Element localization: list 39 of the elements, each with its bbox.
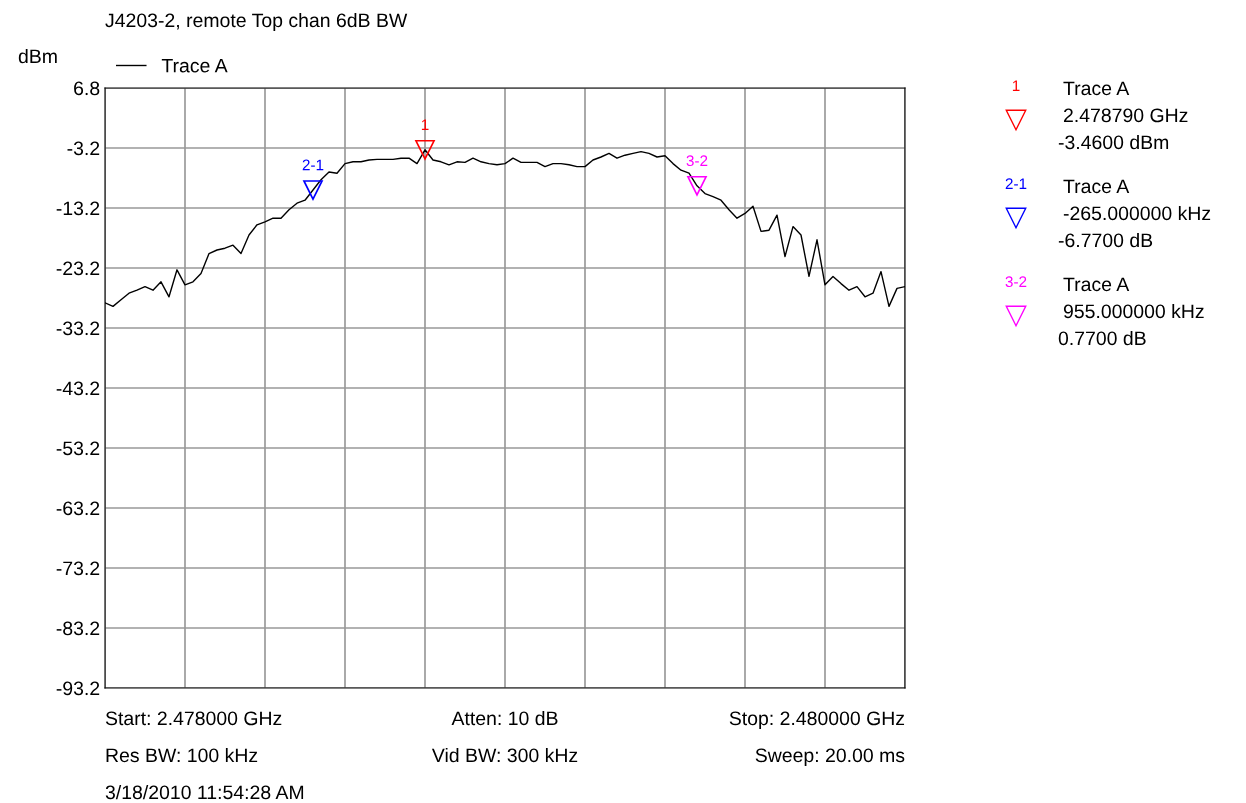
text: 0.7700 dB bbox=[1058, 330, 1146, 346]
y-tick-label: -43.2 bbox=[56, 381, 100, 396]
y-tick-label: -23.2 bbox=[56, 261, 100, 276]
text: Stop: 2.480000 GHz bbox=[729, 711, 905, 730]
text: 3-2 bbox=[1005, 276, 1027, 288]
text: 2.478790 GHz bbox=[1063, 108, 1188, 123]
text: Sweep: 20.00 ms bbox=[755, 748, 905, 767]
text: Res BW: 100 kHz bbox=[106, 747, 258, 763]
legend-label: Trace A bbox=[161, 58, 228, 73]
text: 1 bbox=[1012, 80, 1020, 91]
y-tick-label: -3.2 bbox=[67, 141, 100, 156]
y-tick-label: -13.2 bbox=[56, 201, 100, 216]
y-tick-label: -83.2 bbox=[56, 621, 100, 636]
text: -3.4600 dBm bbox=[1058, 134, 1169, 150]
text: 2-1 bbox=[1005, 178, 1027, 189]
text: Trace A bbox=[1063, 277, 1130, 292]
series-label: 1 bbox=[421, 119, 429, 130]
y-tick-label: -33.2 bbox=[56, 321, 100, 336]
text: -6.7700 dB bbox=[1058, 232, 1153, 248]
y-tick-label: -63.2 bbox=[56, 501, 100, 516]
text: Start: 2.478000 GHz bbox=[105, 711, 282, 726]
text: Trace A bbox=[1063, 81, 1130, 96]
text: 955.000000 kHz bbox=[1063, 303, 1204, 319]
series-label: 3-2 bbox=[686, 155, 708, 167]
text: Trace A bbox=[1063, 179, 1130, 194]
y-tick-label: -53.2 bbox=[56, 441, 100, 456]
text: 3/18/2010 11:54:28 AM bbox=[105, 784, 304, 800]
text: -265.000000 kHz bbox=[1063, 205, 1211, 221]
series-label: 2-1 bbox=[302, 159, 324, 171]
point bbox=[415, 139, 435, 160]
chart-title: J4203-2, remote Top chan 6dB BW bbox=[105, 12, 408, 32]
text: Atten: 10 dB bbox=[451, 710, 558, 726]
y-tick-label: 6.8 bbox=[74, 81, 100, 96]
y-tick-label: -93.2 bbox=[56, 681, 100, 696]
point bbox=[687, 175, 707, 196]
y-axis-title: dBm bbox=[18, 48, 57, 64]
y-tick-label: -73.2 bbox=[56, 561, 100, 576]
point bbox=[303, 180, 323, 200]
text: Vid BW: 300 kHz bbox=[431, 747, 578, 763]
